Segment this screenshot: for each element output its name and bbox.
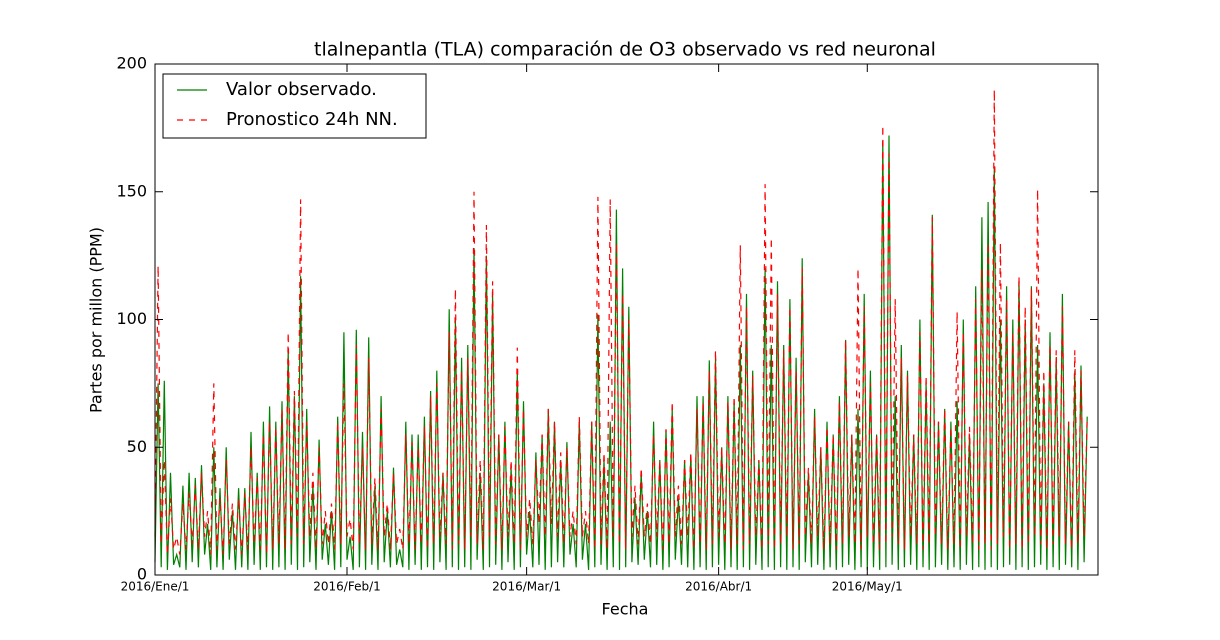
x-tick-label: 2016/May/1 [832,580,903,594]
series-line [154,89,1088,555]
y-tick-label: 200 [116,54,147,73]
legend-label: Pronostico 24h NN. [226,109,398,130]
series-line [154,135,1088,570]
x-tick-label: 2016/Ene/1 [121,580,190,594]
chart-title: tlalnepantla (TLA) comparación de O3 obs… [314,39,936,61]
legend-label: Valor observado. [226,79,377,100]
x-tick-label: 2016/Mar/1 [492,580,561,594]
y-tick-label: 50 [127,437,147,456]
y-tick-label: 150 [116,181,147,200]
x-axis-label: Fecha [602,600,649,619]
x-tick-label: 2016/Abr/1 [685,580,752,594]
x-tick-label: 2016/Feb/1 [313,580,381,594]
y-tick-label: 100 [116,309,147,328]
legend-box [162,73,427,139]
y-axis-label: Partes por millon (PPM) [87,227,106,413]
y-tick-label: 0 [137,565,147,584]
